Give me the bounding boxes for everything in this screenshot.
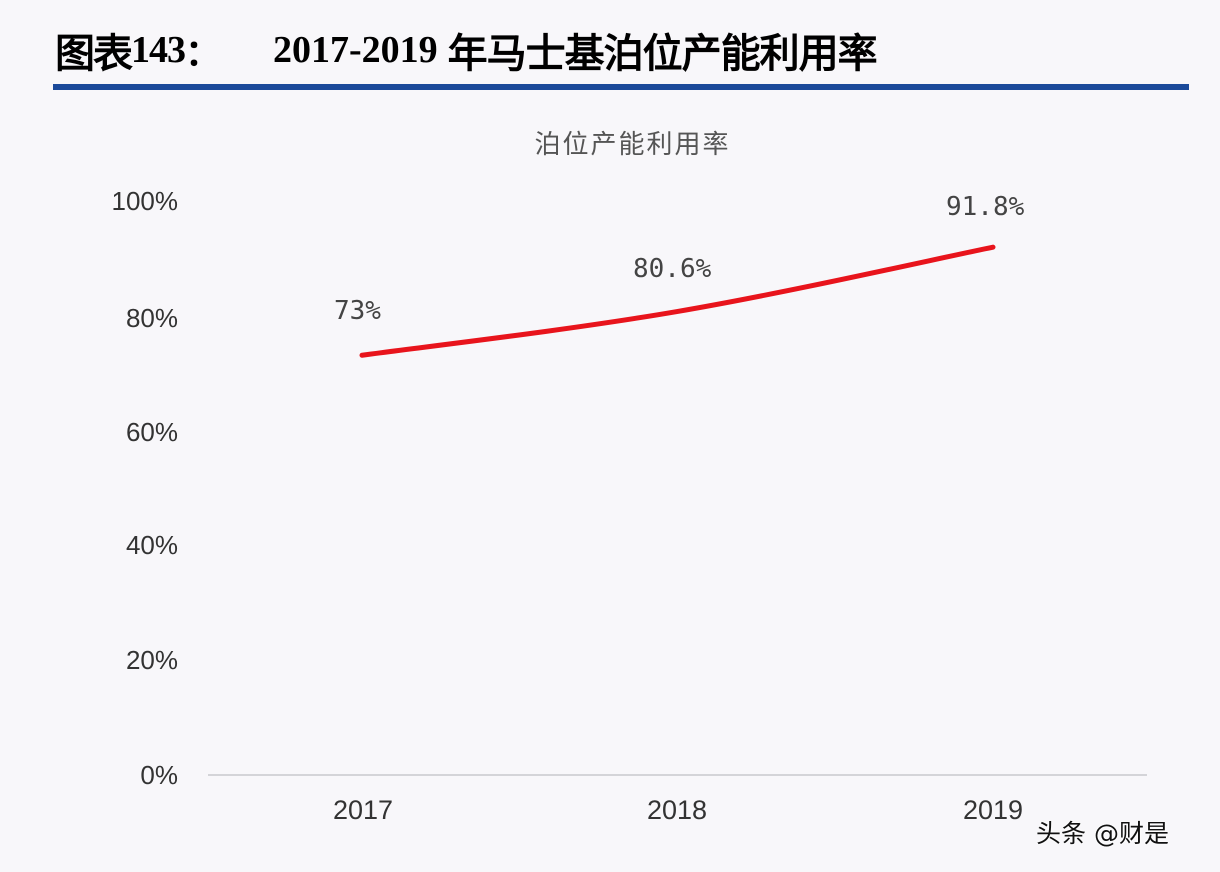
y-tick-100: 100% [111, 186, 179, 216]
data-label-2017: 73% [334, 296, 381, 326]
figure-colon: ： [185, 33, 222, 73]
y-tick-20: 20% [125, 645, 178, 675]
series-line [359, 244, 996, 358]
x-tick-2019: 2019 [962, 795, 1024, 825]
figure-years: 2017-2019 [273, 29, 438, 71]
chart-title: 泊位产能利用率 [534, 130, 731, 160]
watermark: 头条 @财是 [1036, 819, 1169, 848]
y-tick-60: 60% [125, 417, 178, 447]
figure-number: 143 [131, 29, 186, 71]
title-divider [53, 84, 1189, 90]
data-label-2018: 80.6% [633, 254, 712, 284]
figure-prefix: 图表 [55, 31, 133, 77]
x-tick-2017: 2017 [332, 795, 394, 825]
figure-title-text: 年马士基泊位产能利用率 [447, 31, 878, 77]
y-tick-0: 0% [140, 760, 178, 790]
figure-caption: 图表 143 ： 2017-2019 年马士基泊位产能利用率 [55, 22, 878, 78]
y-tick-80: 80% [125, 303, 178, 333]
y-tick-40: 40% [125, 530, 178, 560]
data-label-2019: 91.8% [946, 192, 1025, 222]
x-tick-2018: 2018 [646, 795, 708, 825]
